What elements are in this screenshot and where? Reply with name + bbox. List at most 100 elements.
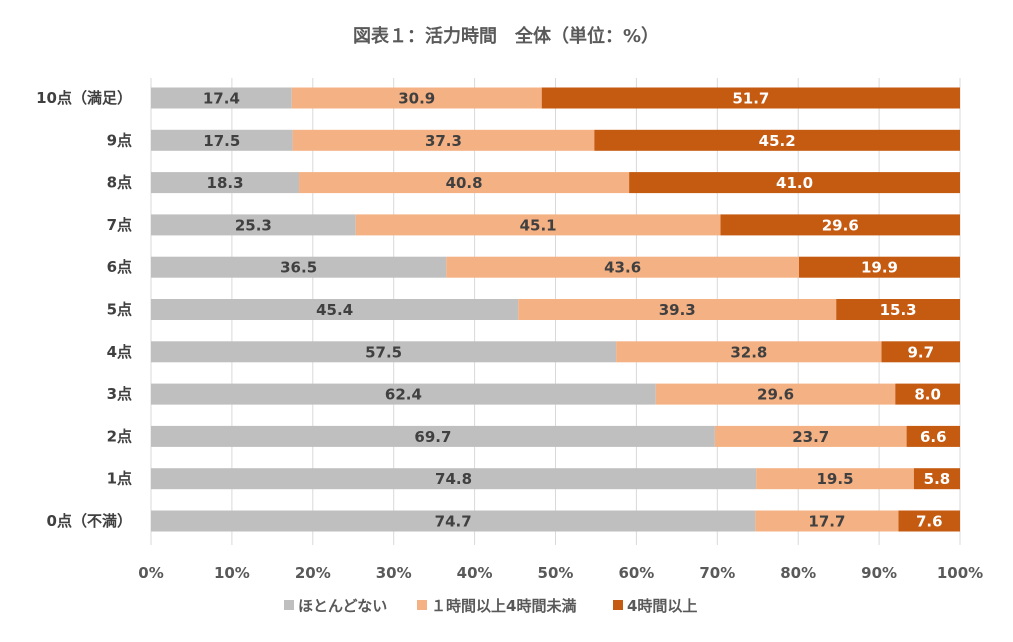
bar-segment <box>836 299 960 320</box>
category-label: 3点 <box>107 385 132 403</box>
bar-segment <box>906 425 960 447</box>
bar-segment <box>292 129 595 151</box>
x-tick-label: 90% <box>861 564 897 582</box>
x-tick-label: 10% <box>214 564 250 582</box>
data-label: 29.6 <box>822 216 859 234</box>
category-label: 6点 <box>107 258 132 276</box>
x-tick-label: 0% <box>138 564 163 582</box>
data-label: 15.3 <box>880 301 917 319</box>
bar-segment <box>629 172 960 194</box>
data-label: 45.2 <box>759 132 796 150</box>
data-label: 29.6 <box>757 386 794 404</box>
category-label: 7点 <box>107 216 132 234</box>
data-label: 45.1 <box>520 216 557 234</box>
x-tick-label: 80% <box>780 564 816 582</box>
bar-segment <box>151 172 300 194</box>
bar-segment <box>151 299 519 320</box>
data-label: 74.7 <box>435 513 472 531</box>
data-label: 37.3 <box>425 132 462 150</box>
data-label: 7.6 <box>916 513 943 531</box>
legend-label: 4時間以上 <box>627 597 697 615</box>
bar-segment <box>151 468 757 490</box>
data-label: 19.9 <box>861 259 898 277</box>
bar-segment <box>714 425 907 447</box>
legend-swatch <box>613 600 623 610</box>
bar-segment <box>151 87 292 109</box>
data-label: 62.4 <box>385 386 422 404</box>
category-label: 5点 <box>107 301 132 319</box>
bar-segment <box>799 256 960 278</box>
bar-segment <box>895 383 960 405</box>
x-tick-label: 60% <box>618 564 654 582</box>
bar-segment <box>151 425 715 447</box>
bar-segment <box>518 299 837 320</box>
category-label: 8点 <box>107 174 132 192</box>
bar-segment <box>291 87 542 109</box>
bar-segment <box>756 468 914 490</box>
data-label: 74.8 <box>435 470 472 488</box>
bar-segment <box>913 468 960 490</box>
data-label: 19.5 <box>817 470 854 488</box>
data-label: 45.4 <box>316 301 353 319</box>
bar-segment <box>616 341 882 363</box>
data-label: 17.5 <box>203 132 240 150</box>
data-label: 6.6 <box>920 428 947 446</box>
bar-segment <box>151 510 756 532</box>
category-label: 0点（不満） <box>47 512 132 530</box>
category-label: 10点（満足） <box>36 89 132 107</box>
data-label: 40.8 <box>446 174 483 192</box>
bar-segment <box>151 256 447 278</box>
x-axis-ticks: 0% 10% 20% 30% 40% 50% 60% 70% 80% 90% 100% <box>138 564 983 582</box>
bars: 17.4 30.9 51.7 17.5 37.3 45.2 18.3 40.8 41.0 25.3… <box>151 87 960 532</box>
data-label: 43.6 <box>604 259 641 277</box>
legend-label: １時間以上4時間未満 <box>431 597 576 615</box>
data-label: 57.5 <box>365 343 402 361</box>
bar-segment <box>594 129 960 151</box>
legend-swatch <box>417 600 427 610</box>
category-label: 4点 <box>107 343 132 361</box>
data-label: 17.7 <box>808 513 845 531</box>
bar-segment <box>541 87 960 109</box>
chart-title: 図表１：活力時間 全体（単位：%） <box>353 25 659 47</box>
bar-segment <box>151 214 356 236</box>
data-label: 36.5 <box>280 259 317 277</box>
bar-segment <box>151 383 656 405</box>
data-label: 30.9 <box>398 90 435 108</box>
x-tick-label: 50% <box>538 564 574 582</box>
data-label: 18.3 <box>207 174 244 192</box>
bar-segment <box>151 129 293 151</box>
legend: ほとんどない １時間以上4時間未満 4時間以上 <box>284 597 697 615</box>
x-tick-label: 30% <box>376 564 412 582</box>
data-label: 32.8 <box>730 343 767 361</box>
legend-label: ほとんどない <box>298 597 387 615</box>
data-label: 9.7 <box>907 343 934 361</box>
bar-segment <box>655 383 896 405</box>
x-tick-label: 70% <box>699 564 735 582</box>
category-label: 1点 <box>107 470 132 488</box>
bar-segment <box>299 172 630 194</box>
x-tick-label: 100% <box>937 564 983 582</box>
x-tick-label: 20% <box>295 564 331 582</box>
legend-swatch <box>284 600 294 610</box>
category-label: 2点 <box>107 427 132 445</box>
data-label: 25.3 <box>235 216 272 234</box>
bar-segment <box>151 341 617 363</box>
data-label: 8.0 <box>914 386 941 404</box>
category-labels: 10点（満足） 9点 8点 7点 6点 5点 4点 3点 2点 1点 0点（不満） <box>36 89 132 530</box>
category-label: 9点 <box>107 131 132 149</box>
x-tick-label: 40% <box>457 564 493 582</box>
data-label: 5.8 <box>924 470 951 488</box>
bar-segment <box>720 214 960 236</box>
bar-segment <box>446 256 800 278</box>
data-label: 39.3 <box>659 301 696 319</box>
data-label: 23.7 <box>792 428 829 446</box>
bar-segment <box>898 510 960 532</box>
bar-segment <box>881 341 960 363</box>
data-label: 69.7 <box>414 428 451 446</box>
data-label: 51.7 <box>732 90 769 108</box>
bar-segment <box>355 214 721 236</box>
data-label: 41.0 <box>776 174 813 192</box>
data-label: 17.4 <box>203 90 240 108</box>
bar-segment <box>755 510 899 532</box>
